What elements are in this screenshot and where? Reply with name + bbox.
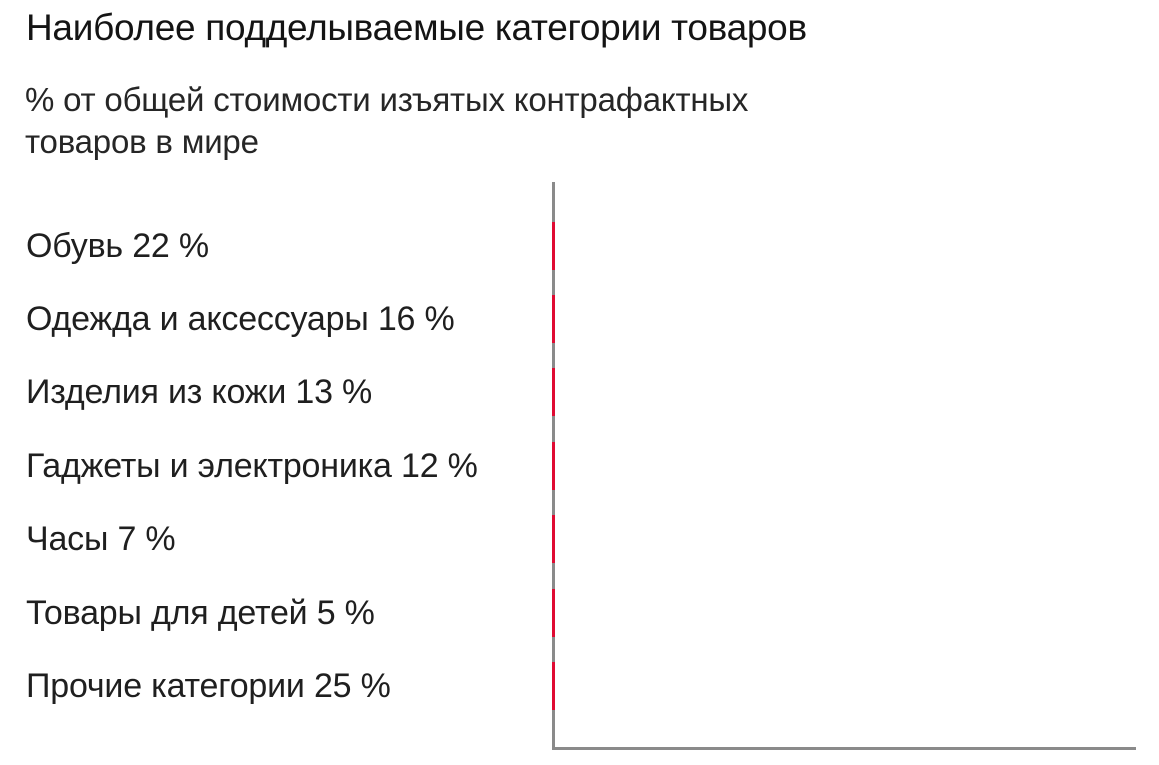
bar (552, 515, 555, 564)
category-label: Товары для детей 5 % (26, 593, 375, 632)
bar (552, 294, 555, 343)
chart-subtitle-line-2: товаров в мире (25, 123, 259, 160)
category-label: Гаджеты и электроника 12 % (26, 446, 478, 485)
chart-subtitle: % от общей стоимости изъятых контрафактн… (25, 79, 748, 163)
bar (552, 441, 555, 490)
category-label: Часы 7 % (26, 520, 176, 559)
category-label: Изделия из кожи 13 % (26, 373, 373, 412)
chart-subtitle-line-1: % от общей стоимости изъятых контрафактн… (25, 81, 749, 118)
x-axis-line (552, 747, 1136, 750)
bar (552, 221, 555, 270)
chart-title: Наиболее подделываемые категории товаров (26, 7, 807, 48)
category-label: Одежда и аксессуары 16 % (26, 299, 455, 338)
bar (552, 588, 555, 637)
bar (552, 662, 555, 711)
category-label: Обувь 22 % (26, 226, 209, 265)
bar (552, 368, 555, 417)
category-label: Прочие категории 25 % (26, 667, 391, 706)
